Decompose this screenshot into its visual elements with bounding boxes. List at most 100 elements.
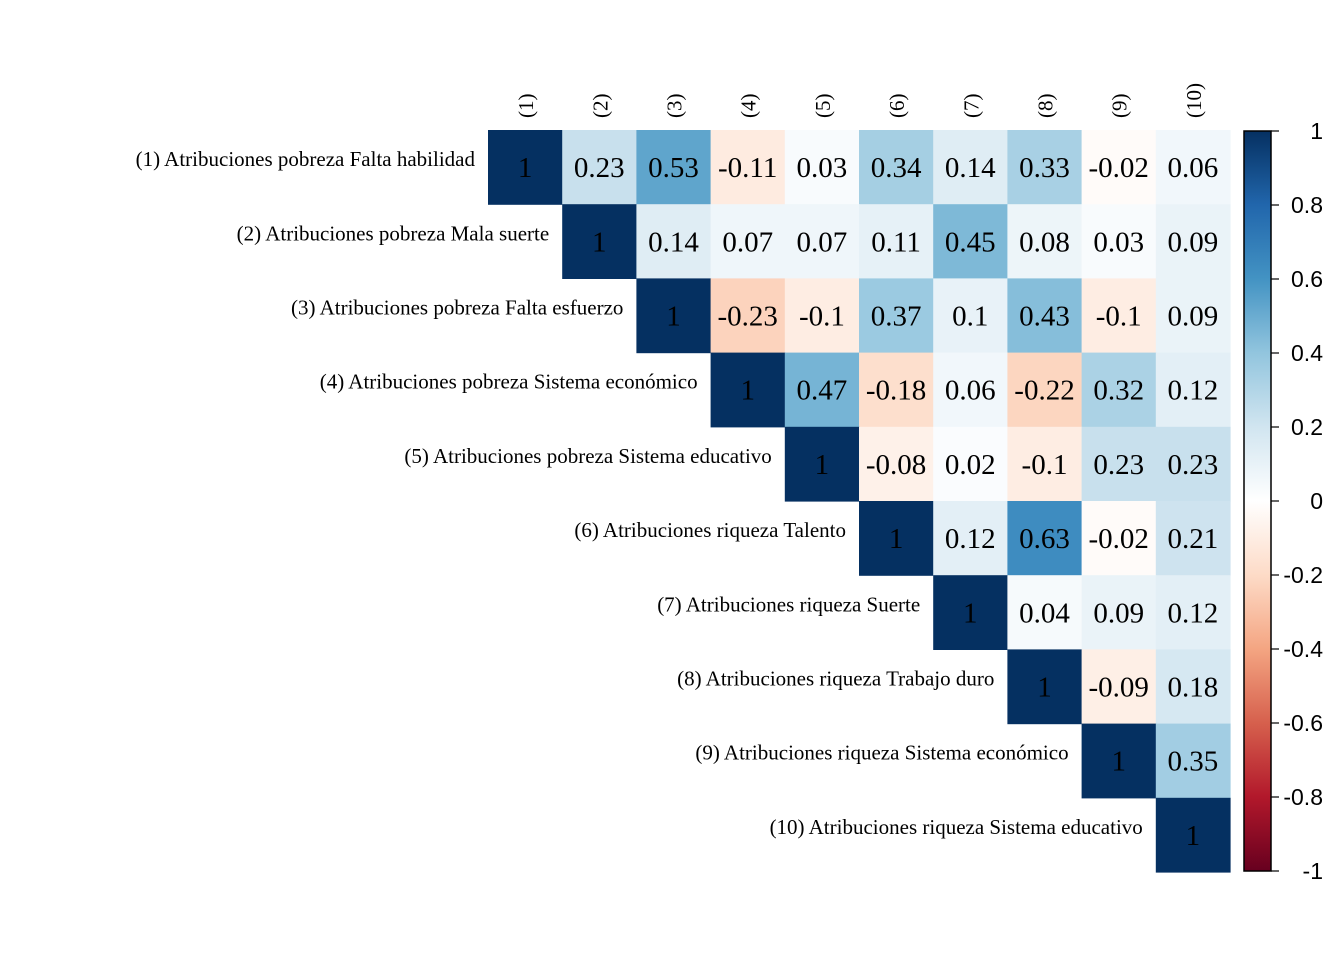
cell-value-r5-c10: 0.23 (1168, 449, 1219, 481)
heatmap-cell-r2-c2 (562, 204, 637, 279)
cell-value-r5-c9: 0.23 (1093, 449, 1144, 481)
column-label-10: (10) (1182, 83, 1206, 118)
cell-value-r6-c7: 0.12 (945, 523, 996, 555)
heatmap-cell-r6-c7 (933, 501, 1008, 576)
column-labels: (1) (2) (3) (4) (5) (6) (7) (8) (9) (10) (514, 83, 1206, 118)
row-label-5: (5) Atribuciones pobreza Sistema educati… (404, 444, 771, 468)
legend-tick-label-8: -0.4 (1283, 636, 1323, 662)
color-legend-bar (1243, 130, 1272, 872)
column-label-9: (9) (1108, 94, 1132, 119)
cell-value-r5-c6: -0.08 (866, 449, 926, 481)
heatmap-cell-r3-c6 (859, 278, 934, 354)
heatmap-cell-r3-c5 (784, 278, 860, 354)
legend-tick-label-11: -1 (1303, 858, 1323, 884)
heatmap-cell-r3-c10 (1155, 278, 1231, 354)
cell-value-r4-c4: 1 (740, 375, 755, 407)
row-label-8: (8) Atribuciones riqueza Trabajo duro (677, 667, 994, 691)
column-label-1: (1) (514, 94, 538, 119)
heatmap-cell-r3-c3 (636, 278, 712, 354)
heatmap-cell-r7-c10 (1155, 575, 1231, 650)
heatmap-cell-r4-c7 (933, 352, 1008, 428)
heatmap-cell-r7-c9 (1081, 575, 1157, 650)
heatmap-cell-r5-c10 (1155, 426, 1231, 502)
column-label-7: (7) (959, 94, 983, 119)
heatmap-cell-r1-c10 (1155, 130, 1231, 205)
heatmap-cell-r1-c5 (784, 130, 860, 205)
heatmap-cell-r2-c10 (1155, 204, 1231, 279)
heatmap-cell-r2-c7 (933, 204, 1008, 279)
cell-value-r8-c8: 1 (1037, 672, 1052, 704)
legend-tick-label-2: 0.8 (1291, 192, 1323, 218)
cell-value-r9-c10: 0.35 (1168, 746, 1219, 778)
cell-value-r2-c5: 0.07 (797, 226, 848, 258)
heatmap-cell-r1-c1 (488, 130, 563, 205)
cell-value-r9-c9: 1 (1111, 746, 1126, 778)
heatmap-cell-r3-c7 (933, 278, 1008, 354)
heatmap-cell-r3-c4 (710, 278, 786, 354)
heatmap-cell-r2-c9 (1081, 204, 1157, 279)
cell-value-r4-c7: 0.06 (945, 375, 996, 407)
heatmap-cell-r1-c8 (1007, 130, 1083, 205)
cell-value-r7-c7: 1 (963, 597, 978, 629)
cell-value-r7-c10: 0.12 (1168, 597, 1219, 629)
cell-value-r1-c5: 0.03 (797, 152, 848, 184)
legend-tick-label-1: 1 (1310, 118, 1323, 144)
legend-tick-label-4: 0.4 (1291, 340, 1323, 366)
heatmap-cell-r4-c9 (1081, 352, 1157, 428)
heatmap-cell-r1-c2 (562, 130, 637, 205)
heatmap-cell-r2-c6 (859, 204, 934, 279)
heatmap-cell-r6-c10 (1155, 501, 1231, 576)
cell-value-r3-c9: -0.1 (1096, 301, 1142, 333)
heatmap-cell-r4-c8 (1007, 352, 1083, 428)
cell-value-r5-c7: 0.02 (945, 449, 996, 481)
heatmap-cell-r8-c9 (1081, 649, 1157, 725)
cell-value-r3-c3: 1 (666, 301, 681, 333)
heatmap-cell-r6-c8 (1007, 501, 1083, 576)
cell-value-r2-c6: 0.11 (871, 226, 921, 258)
column-label-2: (2) (588, 94, 612, 119)
legend-tick-label-6: 0 (1310, 488, 1323, 514)
heatmap-cell-r3-c9 (1081, 278, 1157, 354)
cell-value-r4-c9: 0.32 (1093, 375, 1144, 407)
cell-value-r8-c9: -0.09 (1088, 672, 1148, 704)
heatmap-cell-r6-c9 (1081, 501, 1157, 576)
legend-tick-label-3: 0.6 (1291, 266, 1323, 292)
heatmap-cell-r4-c4 (710, 352, 786, 428)
cell-value-r3-c5: -0.1 (799, 301, 845, 333)
cell-value-r1-c10: 0.06 (1168, 152, 1219, 184)
cell-value-r2-c4: 0.07 (722, 226, 773, 258)
heatmap-cell-r7-c8 (1007, 575, 1083, 650)
heatmap-cell-r2-c3 (636, 204, 712, 279)
column-label-6: (6) (885, 94, 909, 119)
row-label-10: (10) Atribuciones riqueza Sistema educat… (770, 815, 1143, 839)
row-label-3: (3) Atribuciones pobreza Falta esfuerzo (291, 296, 623, 320)
cell-value-r7-c8: 0.04 (1019, 597, 1070, 629)
cell-value-r3-c8: 0.43 (1019, 301, 1070, 333)
heatmap-cell-r2-c8 (1007, 204, 1083, 279)
heatmap-cell-r5-c8 (1007, 426, 1083, 502)
cell-value-r3-c6: 0.37 (871, 301, 922, 333)
legend-tick-label-7: -0.2 (1283, 562, 1323, 588)
row-label-7: (7) Atribuciones riqueza Suerte (657, 592, 920, 616)
cell-value-r1-c7: 0.14 (945, 152, 996, 184)
heatmap-cell-r4-c10 (1155, 352, 1231, 428)
cell-value-r3-c7: 0.1 (952, 301, 988, 333)
heatmap-cell-r7-c7 (933, 575, 1008, 650)
cell-value-r6-c6: 1 (889, 523, 904, 555)
cell-value-r1-c3: 0.53 (648, 152, 699, 184)
cell-value-r2-c10: 0.09 (1168, 226, 1219, 258)
column-label-4: (4) (737, 94, 761, 119)
heatmap-cell-r9-c10 (1155, 723, 1231, 799)
cell-value-r4-c6: -0.18 (866, 375, 926, 407)
heatmap-cell-r9-c9 (1081, 723, 1157, 799)
cell-value-r4-c5: 0.47 (797, 375, 848, 407)
heatmap-cell-r8-c8 (1007, 649, 1083, 725)
cell-value-r3-c10: 0.09 (1168, 301, 1219, 333)
row-label-1: (1) Atribuciones pobreza Falta habilidad (136, 147, 476, 171)
cell-value-r8-c10: 0.18 (1168, 672, 1219, 704)
cell-value-r2-c7: 0.45 (945, 226, 996, 258)
cell-value-r1-c6: 0.34 (871, 152, 922, 184)
heatmap-cell-r5-c6 (859, 426, 934, 502)
cell-value-r10-c10: 1 (1186, 820, 1201, 852)
heatmap-cell-r10-c10 (1155, 797, 1231, 873)
